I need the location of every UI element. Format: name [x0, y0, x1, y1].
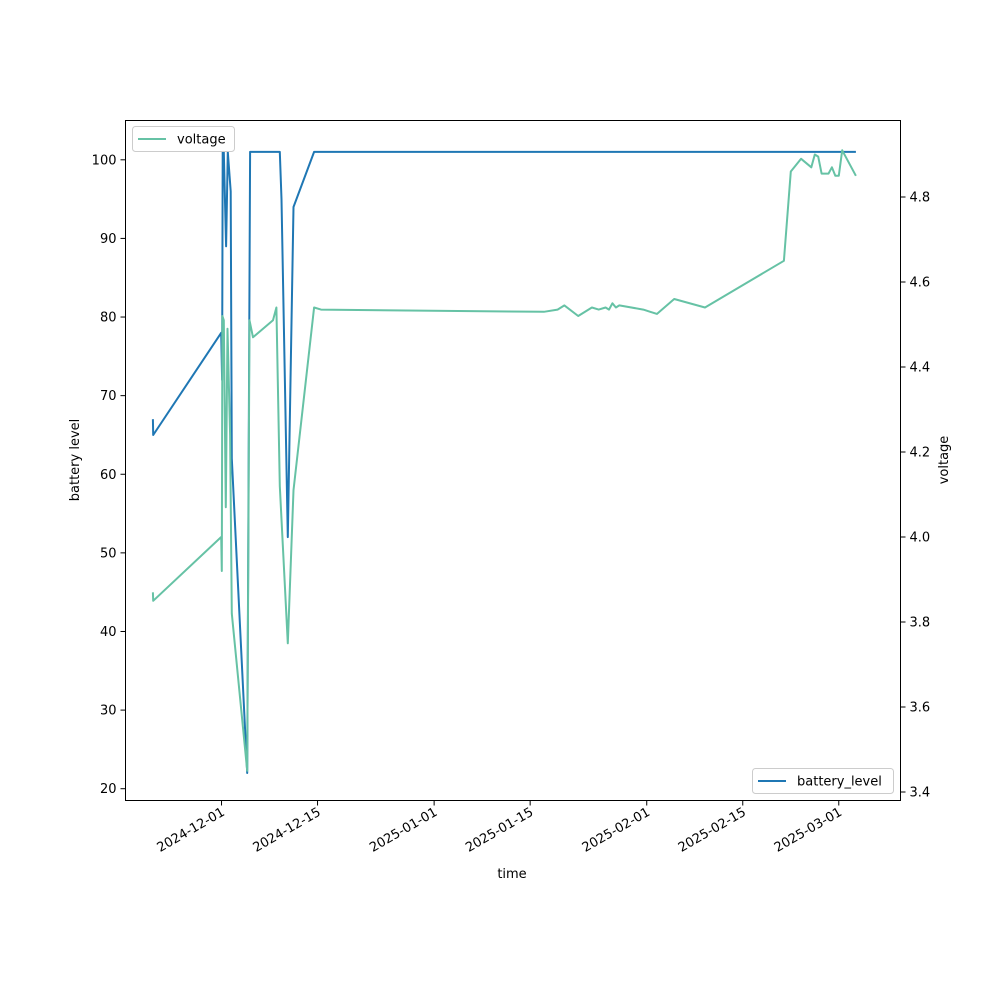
legend-voltage: voltage	[132, 126, 235, 152]
y-tick-label-right: 4.0	[910, 531, 931, 546]
legend-battery-level: battery_level	[752, 768, 894, 794]
y-tick-label-left: 100	[92, 153, 117, 168]
y-axis-label-left: battery level	[68, 419, 83, 502]
series-layer	[151, 149, 857, 774]
x-axis-label: time	[497, 867, 526, 882]
legend-voltage-box	[132, 126, 235, 152]
y-axis-label-right: voltage	[937, 436, 952, 485]
series-line-voltage	[151, 149, 857, 772]
x-tick-label: 2024-12-15	[251, 805, 324, 856]
x-tick-label: 2025-02-01	[580, 805, 653, 856]
y-tick-label-right: 4.2	[910, 446, 931, 461]
y-axis-left: 20 30 40 50 60 70 80 90 100	[92, 153, 126, 797]
y-tick-label-left: 20	[100, 782, 117, 797]
legend-battery-level-label: battery_level	[797, 775, 882, 790]
y-tick-label-right: 4.8	[910, 191, 931, 206]
legend-voltage-label: voltage	[177, 133, 226, 148]
y-axis-right: 3.4 3.6 3.8 4.0 4.2 4.4 4.6 4.8	[900, 191, 931, 801]
x-tick-label: 2024-12-01	[155, 805, 228, 856]
y-tick-label-left: 80	[100, 311, 117, 326]
x-tick-label: 2025-02-15	[676, 805, 749, 856]
series-line-battery-level	[151, 150, 856, 774]
x-tick-label: 2025-01-01	[367, 805, 440, 856]
y-tick-label-left: 50	[100, 546, 117, 561]
x-tick-label: 2025-03-01	[772, 805, 845, 856]
plot-frame	[125, 120, 901, 801]
y-tick-label-right: 4.4	[910, 361, 931, 376]
x-tick-label: 2025-01-15	[463, 805, 536, 856]
y-tick-label-right: 3.6	[910, 701, 931, 716]
y-tick-label-left: 70	[100, 389, 117, 404]
y-tick-label-right: 4.6	[910, 276, 931, 291]
y-tick-label-left: 30	[100, 704, 117, 719]
y-tick-label-right: 3.4	[910, 786, 931, 801]
x-axis: 2024-12-01 2024-12-15 2025-01-01 2025-01-15…	[155, 800, 845, 856]
y-tick-label-left: 60	[100, 468, 117, 483]
y-tick-label-left: 40	[100, 625, 117, 640]
y-tick-label-right: 3.8	[910, 616, 931, 631]
y-tick-label-left: 90	[100, 232, 117, 247]
legend-battery-level-box	[752, 768, 894, 794]
